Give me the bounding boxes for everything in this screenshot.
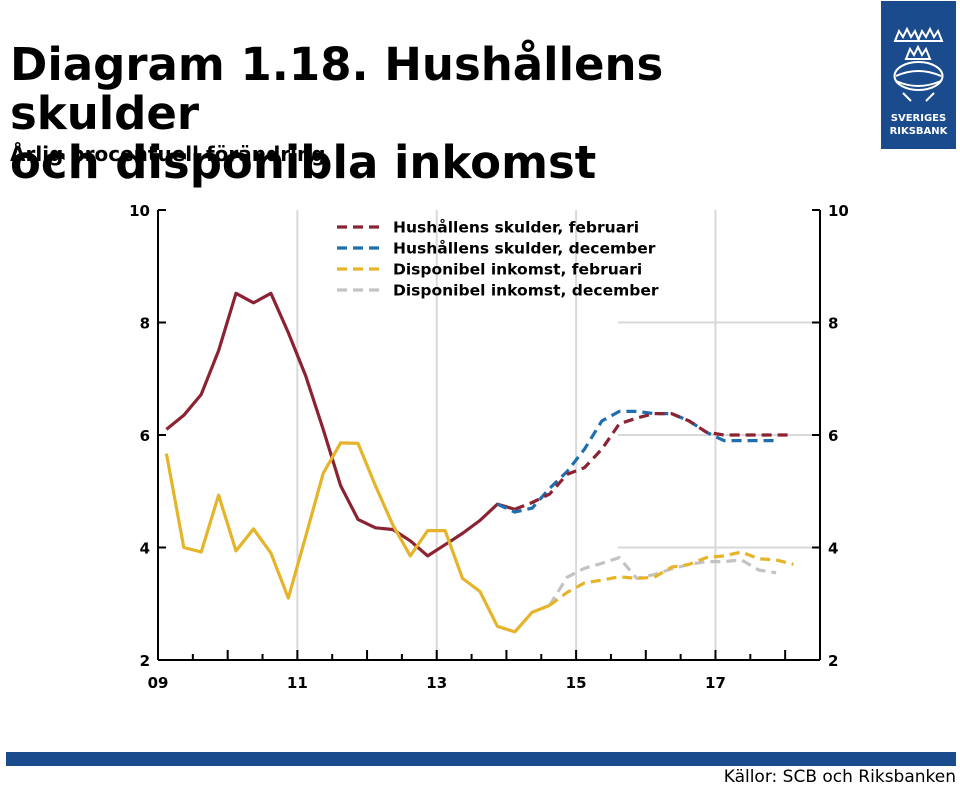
legend: Hushållens skulder, februari Hushållens s…	[337, 218, 659, 300]
y-tick-label-left: 10	[129, 202, 150, 220]
page-title: Diagram 1.18. Hushållens skulder och dis…	[10, 40, 860, 187]
y-tick-label-right: 10	[828, 202, 849, 220]
y-tick-label-left: 2	[140, 652, 150, 670]
x-tick-label: 17	[705, 674, 726, 692]
title-line-2: och disponibla inkomst	[10, 136, 597, 189]
line-chart: 2 2 4 4 6 6 8 8 10 10 09 11 13 15 17 Hushållens skulde…	[129, 202, 849, 692]
y-tick-label-left: 6	[140, 427, 150, 445]
legend-label: Disponibel inkomst, december	[393, 282, 659, 300]
footer-bar	[6, 752, 956, 766]
title-line-1: Diagram 1.18. Hushållens skulder	[10, 38, 664, 140]
x-tick-label: 15	[566, 674, 587, 692]
series-line-income-feb	[548, 550, 794, 607]
series-line-income-hist	[164, 441, 551, 634]
x-tick-label: 13	[426, 674, 447, 692]
legend-label: Hushållens skulder, februari	[393, 218, 639, 237]
y-tick-label-right: 6	[828, 427, 838, 445]
logo-line-1: SVERIGES	[890, 113, 947, 124]
series-line-debt-dec	[496, 409, 777, 514]
y-tick-label-right: 8	[828, 315, 838, 333]
legend-label: Disponibel inkomst, februari	[393, 261, 642, 279]
y-tick-label-left: 4	[140, 540, 150, 558]
axes: 2 2 4 4 6 6 8 8 10 10 09 11 13 15 17	[129, 202, 849, 692]
logo-line-2: RIKSBANK	[889, 126, 948, 137]
legend-label: Hushållens skulder, december	[393, 239, 656, 258]
x-tick-label: 11	[287, 674, 308, 692]
riksbank-logo: SVERIGES RIKSBANK	[881, 1, 956, 149]
y-tick-label-right: 2	[828, 652, 838, 670]
y-tick-label-right: 4	[828, 540, 838, 558]
x-tick-label: 09	[148, 674, 169, 692]
y-tick-label-left: 8	[140, 315, 150, 333]
series-line-debt-feb	[514, 412, 794, 511]
series-lines	[164, 291, 794, 634]
sources-note: Källor: SCB och Riksbanken	[723, 767, 956, 787]
crown-emblem-icon	[893, 26, 944, 102]
series-line-debt-hist	[165, 291, 516, 558]
page-subtitle: Årlig procentuell förändring	[10, 142, 326, 166]
series-line-income-dec	[548, 556, 777, 607]
